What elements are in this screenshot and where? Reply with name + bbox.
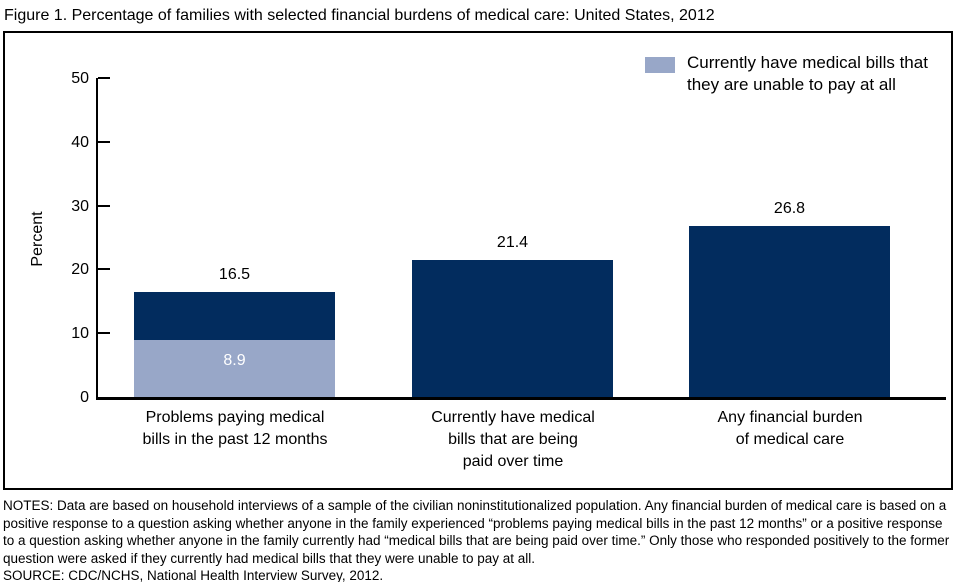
bar-problems-paying-bills: 8.9: [134, 291, 335, 397]
y-tick-mark: [98, 204, 110, 207]
y-tick-mark: [98, 77, 110, 79]
y-axis-line: [96, 78, 98, 398]
chart-frame: Currently have medical bills that they a…: [3, 31, 953, 490]
y-tick-mark: [98, 140, 110, 143]
x-axis-line: [96, 397, 946, 400]
source-text: SOURCE: CDC/NCHS, National Health Interv…: [3, 568, 384, 582]
notes-text: NOTES: Data are based on household inter…: [3, 498, 950, 566]
bar-value-label-3: 26.8: [773, 200, 806, 218]
y-tick-label: 30: [71, 197, 89, 215]
y-tick-label: 50: [71, 70, 89, 87]
y-axis-title: Percent: [29, 211, 46, 267]
y-tick-mark: [98, 268, 110, 271]
y-tick-label: 20: [71, 261, 89, 279]
y-tick-mark: [98, 332, 110, 335]
bar-value-label-1: 16.5: [218, 265, 251, 283]
bar-bills-paid-over-time: [412, 260, 613, 397]
bar-any-financial-burden: [689, 226, 890, 397]
overlay-value-label: 8.9: [223, 352, 246, 370]
legend-label-line-2: they are unable to pay at all: [687, 75, 896, 94]
bar-value-label-2: 21.4: [496, 234, 529, 252]
y-tick-label: 10: [71, 325, 89, 343]
legend-swatch: [645, 57, 675, 73]
legend-label-line-1: Currently have medical bills that: [687, 53, 928, 72]
bar-overlay-unable-to-pay: 8.9: [134, 340, 335, 397]
legend-label: Currently have medical bills that they a…: [687, 52, 928, 96]
category-label-paid-over-time: Currently have medical bills that are be…: [431, 409, 595, 470]
category-label-any-burden: Any financial burden of medical care: [717, 409, 863, 448]
y-tick-label: 0: [80, 389, 89, 406]
category-label-problems-paying: Problems paying medical bills in the pas…: [142, 409, 328, 448]
footnotes: NOTES: Data are based on household inter…: [3, 497, 957, 582]
y-tick-label: 40: [71, 133, 89, 151]
figure-title: Figure 1. Percentage of families with se…: [4, 7, 715, 24]
